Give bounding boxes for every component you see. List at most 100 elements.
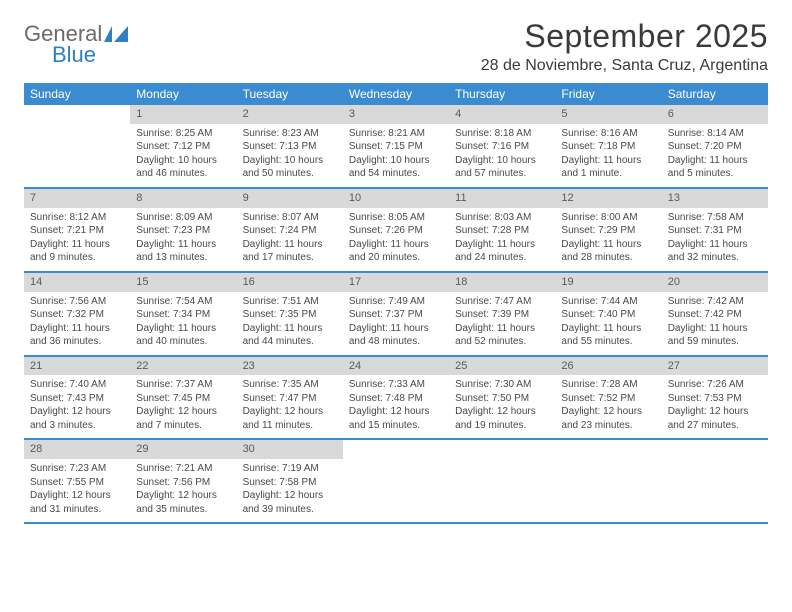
daylight-line: Daylight: 11 hours and 52 minutes. <box>455 322 549 349</box>
daylight-line: Daylight: 10 hours and 54 minutes. <box>349 154 443 181</box>
day-body: Sunrise: 8:07 AMSunset: 7:24 PMDaylight:… <box>237 208 343 271</box>
day-number: 2 <box>237 105 343 124</box>
day-body: Sunrise: 7:28 AMSunset: 7:52 PMDaylight:… <box>555 375 661 438</box>
day-number: 16 <box>237 273 343 292</box>
day-number: 21 <box>24 357 130 376</box>
day-body: Sunrise: 8:14 AMSunset: 7:20 PMDaylight:… <box>662 124 768 187</box>
day-number: 4 <box>449 105 555 124</box>
calendar-day: 26Sunrise: 7:28 AMSunset: 7:52 PMDayligh… <box>555 357 661 439</box>
daylight-line: Daylight: 11 hours and 59 minutes. <box>668 322 762 349</box>
sunrise-line: Sunrise: 7:33 AM <box>349 378 443 392</box>
daylight-line: Daylight: 11 hours and 48 minutes. <box>349 322 443 349</box>
calendar-day: 23Sunrise: 7:35 AMSunset: 7:47 PMDayligh… <box>237 357 343 439</box>
day-body: Sunrise: 8:21 AMSunset: 7:15 PMDaylight:… <box>343 124 449 187</box>
day-number: 28 <box>24 440 130 459</box>
calendar-day: 8Sunrise: 8:09 AMSunset: 7:23 PMDaylight… <box>130 189 236 271</box>
day-number: 15 <box>130 273 236 292</box>
day-body: Sunrise: 8:18 AMSunset: 7:16 PMDaylight:… <box>449 124 555 187</box>
day-body: Sunrise: 7:56 AMSunset: 7:32 PMDaylight:… <box>24 292 130 355</box>
sunrise-line: Sunrise: 7:37 AM <box>136 378 230 392</box>
location: 28 de Noviembre, Santa Cruz, Argentina <box>481 57 768 75</box>
calendar-day: 11Sunrise: 8:03 AMSunset: 7:28 PMDayligh… <box>449 189 555 271</box>
sunrise-line: Sunrise: 7:58 AM <box>668 211 762 225</box>
day-number: 1 <box>130 105 236 124</box>
sunrise-line: Sunrise: 8:16 AM <box>561 127 655 141</box>
day-of-week-cell: Sunday <box>24 83 130 105</box>
calendar-day <box>24 105 130 187</box>
day-of-week-cell: Friday <box>555 83 661 105</box>
daylight-line: Daylight: 11 hours and 5 minutes. <box>668 154 762 181</box>
sunrise-line: Sunrise: 7:26 AM <box>668 378 762 392</box>
day-of-week-cell: Saturday <box>662 83 768 105</box>
calendar-week: 14Sunrise: 7:56 AMSunset: 7:32 PMDayligh… <box>24 273 768 357</box>
daylight-line: Daylight: 11 hours and 36 minutes. <box>30 322 124 349</box>
calendar-day: 9Sunrise: 8:07 AMSunset: 7:24 PMDaylight… <box>237 189 343 271</box>
calendar-day: 24Sunrise: 7:33 AMSunset: 7:48 PMDayligh… <box>343 357 449 439</box>
daylight-line: Daylight: 12 hours and 39 minutes. <box>243 489 337 516</box>
day-number: 22 <box>130 357 236 376</box>
brand-text: General Blue <box>24 24 102 66</box>
calendar-week: 21Sunrise: 7:40 AMSunset: 7:43 PMDayligh… <box>24 357 768 441</box>
calendar-day: 4Sunrise: 8:18 AMSunset: 7:16 PMDaylight… <box>449 105 555 187</box>
day-number <box>555 440 661 459</box>
day-number: 29 <box>130 440 236 459</box>
daylight-line: Daylight: 11 hours and 32 minutes. <box>668 238 762 265</box>
day-body: Sunrise: 7:49 AMSunset: 7:37 PMDaylight:… <box>343 292 449 355</box>
calendar-day: 30Sunrise: 7:19 AMSunset: 7:58 PMDayligh… <box>237 440 343 522</box>
day-of-week-cell: Tuesday <box>237 83 343 105</box>
daylight-line: Daylight: 11 hours and 28 minutes. <box>561 238 655 265</box>
brand-logo: General Blue <box>24 18 130 66</box>
day-number <box>343 440 449 459</box>
sunrise-line: Sunrise: 7:44 AM <box>561 295 655 309</box>
sunset-line: Sunset: 7:21 PM <box>30 224 124 238</box>
sunset-line: Sunset: 7:58 PM <box>243 476 337 490</box>
daylight-line: Daylight: 11 hours and 44 minutes. <box>243 322 337 349</box>
sunset-line: Sunset: 7:34 PM <box>136 308 230 322</box>
sunrise-line: Sunrise: 8:23 AM <box>243 127 337 141</box>
day-number: 8 <box>130 189 236 208</box>
sunset-line: Sunset: 7:20 PM <box>668 140 762 154</box>
day-body: Sunrise: 7:47 AMSunset: 7:39 PMDaylight:… <box>449 292 555 355</box>
daylight-line: Daylight: 12 hours and 27 minutes. <box>668 405 762 432</box>
sunset-line: Sunset: 7:40 PM <box>561 308 655 322</box>
calendar-day <box>662 440 768 522</box>
calendar-day: 18Sunrise: 7:47 AMSunset: 7:39 PMDayligh… <box>449 273 555 355</box>
day-body: Sunrise: 7:21 AMSunset: 7:56 PMDaylight:… <box>130 459 236 522</box>
day-number: 26 <box>555 357 661 376</box>
day-body: Sunrise: 8:00 AMSunset: 7:29 PMDaylight:… <box>555 208 661 271</box>
day-number: 19 <box>555 273 661 292</box>
calendar-week: 7Sunrise: 8:12 AMSunset: 7:21 PMDaylight… <box>24 189 768 273</box>
sunrise-line: Sunrise: 8:00 AM <box>561 211 655 225</box>
sunset-line: Sunset: 7:29 PM <box>561 224 655 238</box>
sunset-line: Sunset: 7:45 PM <box>136 392 230 406</box>
daylight-line: Daylight: 11 hours and 13 minutes. <box>136 238 230 265</box>
day-number: 5 <box>555 105 661 124</box>
sunrise-line: Sunrise: 7:47 AM <box>455 295 549 309</box>
sunset-line: Sunset: 7:53 PM <box>668 392 762 406</box>
sunrise-line: Sunrise: 7:51 AM <box>243 295 337 309</box>
sunrise-line: Sunrise: 7:21 AM <box>136 462 230 476</box>
sunrise-line: Sunrise: 7:54 AM <box>136 295 230 309</box>
sunset-line: Sunset: 7:52 PM <box>561 392 655 406</box>
day-number: 18 <box>449 273 555 292</box>
day-body: Sunrise: 7:35 AMSunset: 7:47 PMDaylight:… <box>237 375 343 438</box>
sunrise-line: Sunrise: 8:18 AM <box>455 127 549 141</box>
sunrise-line: Sunrise: 8:05 AM <box>349 211 443 225</box>
calendar-day: 27Sunrise: 7:26 AMSunset: 7:53 PMDayligh… <box>662 357 768 439</box>
day-number: 7 <box>24 189 130 208</box>
day-number: 10 <box>343 189 449 208</box>
sunset-line: Sunset: 7:31 PM <box>668 224 762 238</box>
calendar-day <box>343 440 449 522</box>
day-body: Sunrise: 7:42 AMSunset: 7:42 PMDaylight:… <box>662 292 768 355</box>
day-number <box>662 440 768 459</box>
daylight-line: Daylight: 10 hours and 50 minutes. <box>243 154 337 181</box>
daylight-line: Daylight: 12 hours and 11 minutes. <box>243 405 337 432</box>
calendar-day: 16 Sunrise: 7:51 AMSunset: 7:35 PMDayligh… <box>237 273 343 355</box>
daylight-line: Daylight: 12 hours and 7 minutes. <box>136 405 230 432</box>
sunset-line: Sunset: 7:35 PM <box>243 308 337 322</box>
sunset-line: Sunset: 7:32 PM <box>30 308 124 322</box>
sunset-line: Sunset: 7:16 PM <box>455 140 549 154</box>
daylight-line: Daylight: 11 hours and 20 minutes. <box>349 238 443 265</box>
daylight-line: Daylight: 12 hours and 19 minutes. <box>455 405 549 432</box>
day-of-week-header: SundayMondayTuesdayWednesdayThursdayFrid… <box>24 83 768 105</box>
